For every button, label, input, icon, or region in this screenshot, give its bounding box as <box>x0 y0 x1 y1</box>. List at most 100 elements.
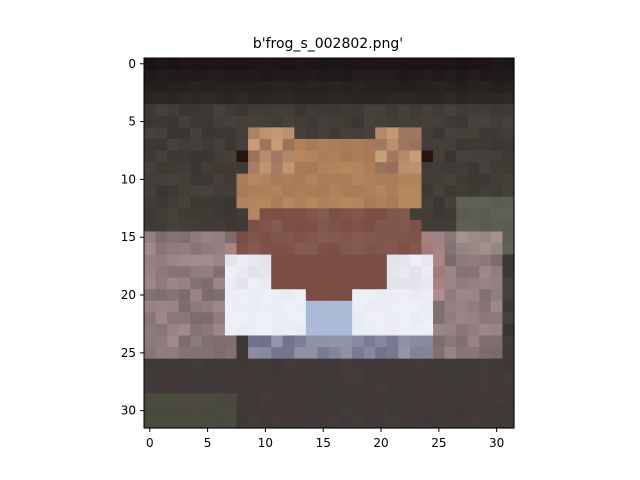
image-pixel <box>259 404 272 418</box>
image-pixel <box>409 115 423 128</box>
image-pixel <box>259 138 272 152</box>
image-pixel <box>282 254 295 267</box>
image-pixel <box>190 138 203 152</box>
image-pixel <box>329 231 342 244</box>
image-pixel <box>352 115 365 128</box>
image-pixel <box>271 208 284 221</box>
image-pixel <box>167 162 180 175</box>
image-pixel <box>236 323 249 337</box>
image-pixel <box>213 58 226 71</box>
image-pixel <box>433 416 446 429</box>
image-pixel <box>329 115 342 128</box>
image-pixel <box>386 277 399 290</box>
image-pixel <box>444 173 457 186</box>
image-pixel <box>294 404 307 418</box>
image-pixel <box>490 266 504 279</box>
image-pixel <box>155 104 168 117</box>
image-pixel <box>236 266 249 279</box>
y-axis: 0 5 10 15 20 25 30 <box>121 57 144 418</box>
image-pixel <box>490 196 504 209</box>
image-pixel <box>329 196 342 209</box>
image-pixel <box>386 416 399 429</box>
x-tick-label: 5 <box>204 436 212 450</box>
image-pixel <box>421 92 434 105</box>
image-pixel <box>259 381 272 394</box>
image-pixel <box>248 277 261 290</box>
image-pixel <box>178 92 191 105</box>
x-tick-label: 15 <box>316 436 331 450</box>
image-pixel <box>363 69 376 82</box>
image-pixel <box>398 138 411 152</box>
image-pixel <box>329 219 342 233</box>
image-pixel <box>178 347 191 360</box>
image-pixel <box>201 185 214 198</box>
image-pixel <box>155 381 168 394</box>
image-pixel <box>144 173 157 186</box>
image-pixel <box>248 173 261 186</box>
image-pixel <box>340 196 353 209</box>
image-pixel <box>155 58 168 71</box>
image-pixel <box>363 196 376 209</box>
image-pixel <box>421 127 434 140</box>
image-pixel <box>178 335 191 348</box>
image-pixel <box>340 104 353 117</box>
image-pixel <box>294 300 307 313</box>
image-pixel <box>213 416 226 429</box>
image-pixel <box>178 162 191 175</box>
image-pixel <box>421 115 434 128</box>
image-pixel <box>409 69 423 82</box>
image-pixel <box>144 312 157 325</box>
image-pixel <box>190 254 203 267</box>
image-pixel <box>271 104 284 117</box>
image-pixel <box>398 254 411 267</box>
image-pixel <box>340 347 353 360</box>
image-pixel <box>317 173 330 186</box>
image-pixel <box>409 404 423 418</box>
image-pixel <box>329 254 342 267</box>
image-pixel <box>271 58 284 71</box>
image-pixel <box>190 81 203 94</box>
image-pixel <box>248 323 261 337</box>
image-pixel <box>467 312 480 325</box>
image-pixel <box>409 150 423 163</box>
image-pixel <box>386 81 399 94</box>
image-pixel <box>502 289 515 302</box>
image-pixel <box>213 370 226 383</box>
image-pixel <box>340 58 353 71</box>
image-pixel <box>317 254 330 267</box>
image-pixel <box>467 162 480 175</box>
image-pixel <box>224 358 238 371</box>
image-pixel <box>409 81 423 94</box>
image-pixel <box>444 81 457 94</box>
image-pixel <box>213 69 226 82</box>
image-pixel <box>467 404 480 418</box>
image-pixel <box>248 69 261 82</box>
image-pixel <box>178 277 191 290</box>
image-pixel <box>352 138 365 152</box>
image-pixel <box>144 231 157 244</box>
image-pixel <box>294 219 307 233</box>
image-pixel <box>167 115 180 128</box>
image-pixel <box>282 92 295 105</box>
image-pixel <box>386 69 399 82</box>
image-pixel <box>282 208 295 221</box>
image-pixel <box>467 219 480 233</box>
image-pixel <box>456 289 469 302</box>
image-pixel <box>190 58 203 71</box>
image-pixel <box>329 81 342 94</box>
image-pixel <box>456 323 469 337</box>
image-pixel <box>167 92 180 105</box>
image-pixel <box>467 416 480 429</box>
image-pixel <box>363 381 376 394</box>
image-pixel <box>340 416 353 429</box>
image-pixel <box>444 231 457 244</box>
image-pixel <box>190 335 203 348</box>
image-pixel <box>340 243 353 256</box>
image-pixel <box>352 92 365 105</box>
image-pixel <box>398 243 411 256</box>
image-pixel <box>444 323 457 337</box>
image-pixel <box>224 127 238 140</box>
image-pixel <box>282 219 295 233</box>
image-pixel <box>502 323 515 337</box>
image-pixel <box>236 92 249 105</box>
